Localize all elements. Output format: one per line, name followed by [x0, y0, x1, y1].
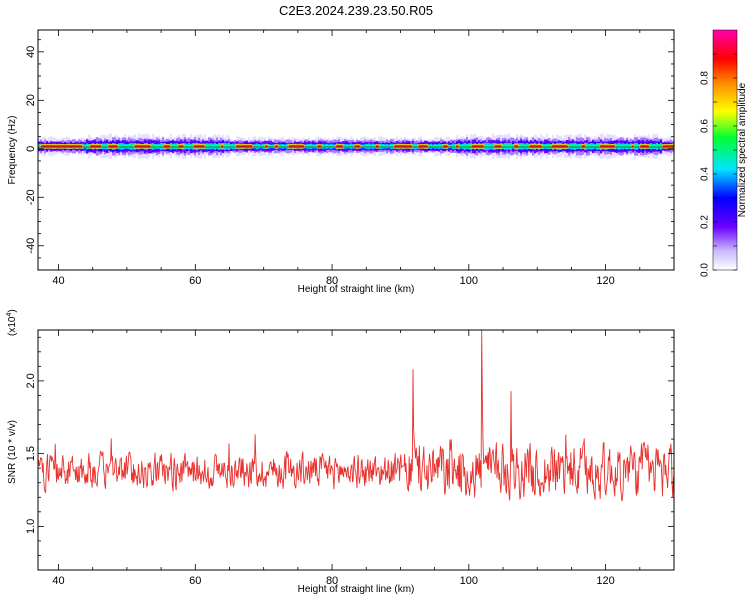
x-tick-label: 80 — [326, 575, 338, 587]
x-tick-label: 60 — [189, 275, 201, 287]
x-tick-label: 40 — [52, 575, 64, 587]
x-tick-label: 40 — [52, 275, 64, 287]
colorbar-tick-label: 0.6 — [700, 119, 711, 133]
snr-scale-note: (x104) — [6, 309, 18, 336]
y-tick-label: 20 — [25, 94, 37, 106]
x-tick-label: 80 — [326, 275, 338, 287]
x-tick-label: 60 — [189, 575, 201, 587]
y-tick-label: -20 — [25, 189, 37, 205]
x-tick-label: 100 — [460, 575, 478, 587]
x-tick-label: 120 — [596, 275, 614, 287]
colorbar-ticks: 0.0 0.2 0.4 0.6 0.8 — [700, 53, 737, 277]
colorbar-tick-label: 0.2 — [700, 215, 711, 229]
spectrogram-y-ticks: -40 -20 0 20 40 — [25, 39, 674, 271]
snr-y-label: SNR (10 * v/v) — [7, 420, 18, 484]
figure-title: C2E3.2024.239.23.50.R05 — [279, 3, 433, 18]
spectrogram-frame — [37, 29, 675, 271]
x-tick-label: 100 — [460, 275, 478, 287]
snr-x-label: Height of straight line (km) — [298, 584, 415, 595]
y-tick-label: 40 — [25, 46, 37, 58]
y-tick-label: 2.0 — [25, 373, 37, 388]
snr-y-ticks: 1.0 1.5 2.0 — [25, 336, 674, 571]
colorbar-label: Normalized spectral amplitude — [737, 82, 748, 217]
snr-panel: 40 60 80 100 120 1.0 1.5 2.0 Height of straigh… — [6, 309, 675, 595]
spectrogram-heatmap — [38, 133, 674, 160]
y-tick-label: 1.0 — [25, 519, 37, 534]
snr-x-ticks: 40 60 80 100 120 — [52, 330, 675, 587]
y-tick-label: -40 — [25, 238, 37, 254]
y-tick-label: 1.5 — [25, 446, 37, 461]
x-tick-label: 120 — [596, 575, 614, 587]
snr-series-line — [38, 330, 674, 502]
y-tick-label: 0 — [25, 146, 37, 152]
spectrogram-y-label: Frequency (Hz) — [7, 116, 18, 185]
spectrogram-x-ticks: 40 60 80 100 120 — [52, 30, 675, 287]
colorbar-tick-label: 0.0 — [700, 263, 711, 277]
colorbar-tick-label: 0.4 — [700, 167, 711, 181]
spectrogram-x-label: Height of straight line (km) — [298, 284, 415, 295]
colorbar-tick-label: 0.8 — [700, 71, 711, 85]
colorbar: 0.0 0.2 0.4 0.6 0.8 Normalized spectral ampl… — [700, 29, 748, 277]
spectrogram-panel: 40 60 80 100 120 -40 -20 0 20 40 Height of strai… — [7, 29, 675, 295]
snr-frame — [37, 329, 675, 571]
